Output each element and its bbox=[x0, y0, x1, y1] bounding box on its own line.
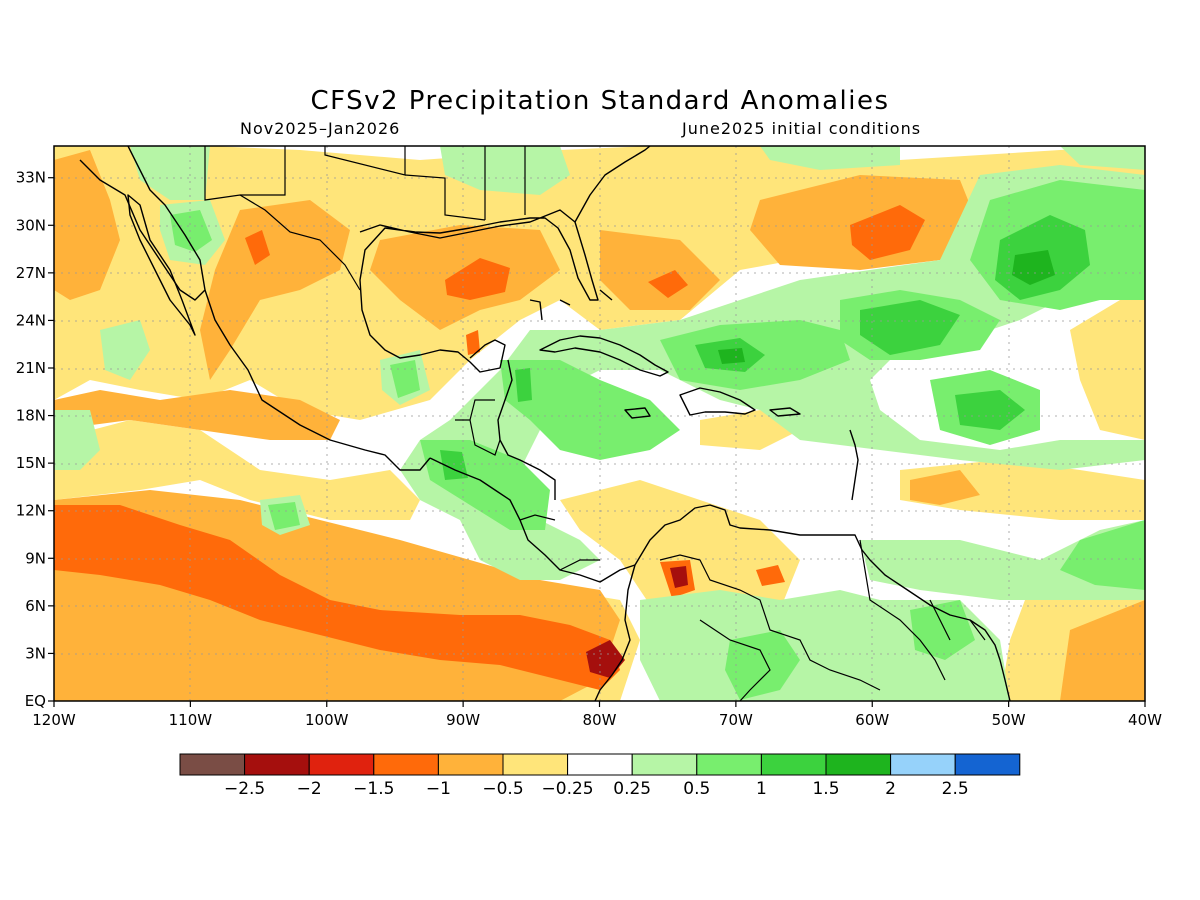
wet-light-nw bbox=[130, 146, 210, 200]
wet-caribbean-west bbox=[500, 360, 680, 460]
wet-light-pacific-mexico bbox=[100, 320, 150, 380]
dry-patch-east bbox=[1070, 300, 1145, 440]
strong-wet-belize bbox=[515, 368, 532, 402]
legend-swatch bbox=[502, 753, 569, 776]
lon-tick-label: 120W bbox=[32, 711, 76, 729]
legend-swatch bbox=[954, 753, 1021, 776]
legend-label: 1.5 bbox=[812, 779, 839, 799]
legend-swatch bbox=[825, 753, 892, 776]
color-legend: −2.5 −2 −1.5 −1 −0.5 −0.25 0.25 0.5 1 1.5 2 2.5 bbox=[179, 753, 1021, 799]
forecast-period: Nov2025–Jan2026 bbox=[240, 119, 401, 138]
lat-tick-label: 6N bbox=[25, 597, 46, 615]
graticule bbox=[54, 146, 1145, 701]
strong-dry-atlantic bbox=[850, 205, 925, 260]
dry-patch-se bbox=[1060, 600, 1145, 701]
legend-label: 0.5 bbox=[683, 779, 710, 799]
dry-baja-west bbox=[54, 150, 120, 300]
legend-swatch bbox=[760, 753, 827, 776]
longitude-axis: 120W 110W 100W 90W 80W 70W 60W 50W 40W bbox=[32, 701, 1162, 729]
very-wet-puerto-rico bbox=[718, 348, 745, 364]
legend-label: 0.25 bbox=[613, 779, 651, 799]
strong-dry-bahamas bbox=[648, 270, 688, 298]
wet-baja-spot bbox=[170, 210, 212, 252]
strong-dry-gulf bbox=[445, 258, 510, 300]
borders bbox=[204, 146, 986, 701]
legend-label: −1.5 bbox=[353, 779, 394, 799]
lon-tick-label: 60W bbox=[855, 711, 889, 729]
legend-swatch bbox=[244, 753, 310, 776]
lat-tick-label: 30N bbox=[16, 216, 46, 234]
initial-conditions: June2025 initial conditions bbox=[682, 119, 922, 138]
very-dry-ecuador bbox=[586, 640, 625, 678]
lat-tick-label: 3N bbox=[25, 644, 46, 662]
dry-patch-atl-small bbox=[910, 470, 980, 505]
lon-tick-label: 70W bbox=[719, 711, 753, 729]
dry-patch-pacific-small bbox=[140, 440, 230, 470]
wet-south-america-spot bbox=[725, 630, 800, 700]
legend-swatch bbox=[308, 753, 375, 776]
strong-dry-yucatan bbox=[466, 330, 480, 355]
strong-wet-18n bbox=[955, 390, 1025, 430]
latitude-axis: EQ 3N 6N 9N 12N 15N 18N 21N 24N 27N 30N 33N bbox=[16, 169, 54, 710]
dry-mexico-north bbox=[200, 200, 350, 380]
lat-tick-label: 27N bbox=[16, 264, 46, 282]
lat-tick-label: 15N bbox=[16, 454, 46, 472]
legend-swatch bbox=[373, 753, 439, 776]
coastlines bbox=[79, 146, 1011, 701]
legend-swatch bbox=[631, 753, 698, 776]
legend-label: 1 bbox=[756, 779, 767, 799]
map-title: CFSv2 Precipitation Standard Anomalies bbox=[310, 86, 890, 116]
wet-guiana-spot bbox=[910, 600, 975, 660]
legend-swatch bbox=[696, 753, 762, 776]
legend-swatch bbox=[890, 753, 956, 776]
lon-tick-label: 50W bbox=[992, 711, 1026, 729]
wet-light-ne bbox=[1060, 146, 1145, 170]
wet-mexico-18n bbox=[390, 360, 420, 398]
dry-bahamas bbox=[600, 230, 720, 310]
lat-tick-label: 12N bbox=[16, 502, 46, 520]
legend-swatch bbox=[179, 753, 246, 776]
legend-label: −1 bbox=[426, 779, 451, 799]
wet-light-atl-north bbox=[760, 146, 900, 170]
lat-tick-label: 33N bbox=[16, 169, 46, 187]
wet-light-guiana bbox=[860, 520, 1145, 600]
wet-light-us-south bbox=[440, 146, 570, 195]
strong-wet-central bbox=[860, 300, 960, 355]
lat-tick-label: 21N bbox=[16, 359, 46, 377]
lon-tick-label: 80W bbox=[583, 711, 617, 729]
legend-swatch bbox=[567, 753, 633, 776]
lat-tick-label: EQ bbox=[25, 692, 46, 710]
legend-label: −0.25 bbox=[542, 779, 594, 799]
legend-label: −0.5 bbox=[482, 779, 523, 799]
lat-tick-label: 9N bbox=[25, 549, 46, 567]
wet-atlantic-9n bbox=[1060, 520, 1145, 590]
legend-label: −2 bbox=[297, 779, 322, 799]
lat-tick-label: 18N bbox=[16, 407, 46, 425]
strong-dry-band-east-pacific bbox=[54, 505, 620, 690]
wet-light-pacific-west bbox=[54, 410, 100, 470]
legend-label: 2 bbox=[885, 779, 896, 799]
very-wet-atlantic bbox=[1012, 250, 1055, 285]
strong-dry-venezuela bbox=[756, 565, 785, 586]
very-dry-colombia bbox=[670, 566, 688, 588]
lon-tick-label: 100W bbox=[305, 711, 349, 729]
wet-pacific-12n bbox=[268, 502, 300, 530]
lon-tick-label: 110W bbox=[169, 711, 213, 729]
legend-label: 2.5 bbox=[942, 779, 969, 799]
lat-tick-label: 24N bbox=[16, 311, 46, 329]
lon-tick-label: 90W bbox=[446, 711, 480, 729]
legend-swatch bbox=[437, 753, 504, 776]
legend-label: −2.5 bbox=[224, 779, 265, 799]
lon-tick-label: 40W bbox=[1128, 711, 1162, 729]
anomaly-field bbox=[54, 146, 1145, 701]
strong-dry-mexico bbox=[245, 230, 270, 265]
dry-band-18n bbox=[54, 390, 340, 440]
